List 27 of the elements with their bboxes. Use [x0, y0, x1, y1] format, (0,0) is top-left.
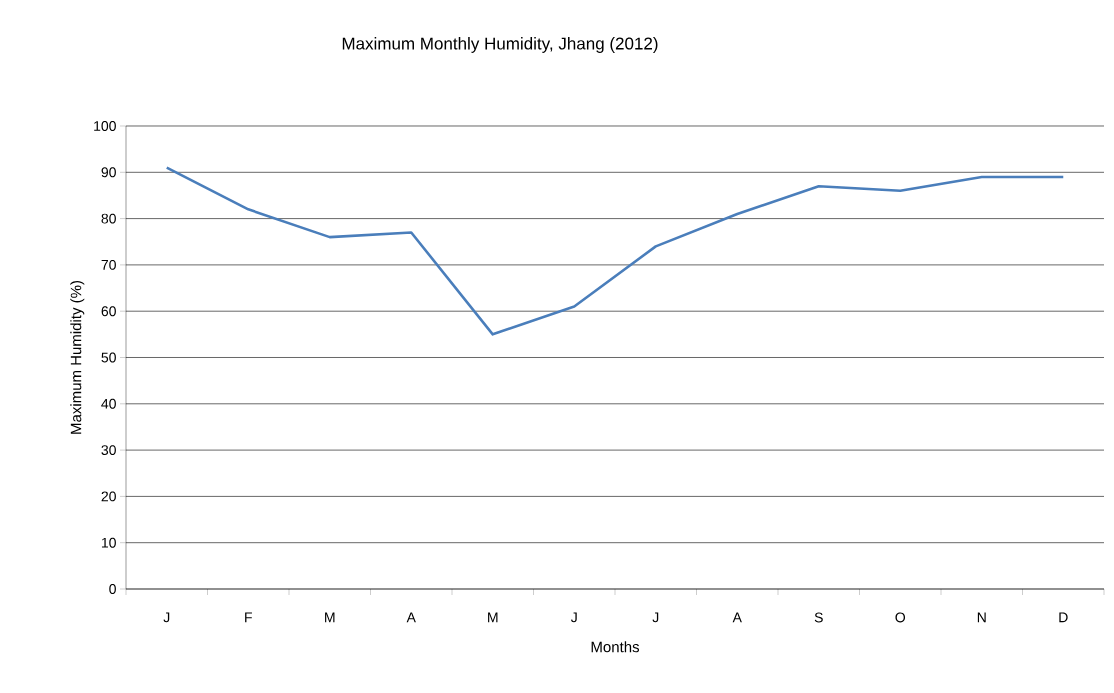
chart-title: Maximum Monthly Humidity, Jhang (2012)	[342, 37, 658, 53]
x-tick-label: M	[488, 612, 498, 623]
y-tick-label: 40	[101, 398, 116, 409]
y-tick-label: 30	[101, 445, 116, 456]
x-tick-label: A	[406, 612, 416, 623]
x-tick-label: S	[814, 612, 823, 623]
x-tick-label: D	[1059, 612, 1068, 623]
x-tick-label: A	[732, 612, 742, 623]
x-tick-label: J	[652, 612, 659, 623]
x-axis-title: Months	[591, 641, 640, 653]
x-tick-label: J	[570, 612, 577, 623]
y-tick-label: 50	[101, 352, 116, 363]
y-tick-label: 60	[101, 306, 116, 317]
x-tick-label: O	[895, 612, 906, 623]
y-axis-title: Maximum Humidity (%)	[70, 280, 85, 434]
y-tick-label: 90	[101, 167, 116, 178]
y-tick-label: 20	[101, 491, 116, 502]
x-tick-label: J	[163, 612, 170, 623]
y-tick-label: 80	[101, 213, 116, 224]
x-tick-label: M	[325, 612, 335, 623]
y-tick-label: 70	[101, 259, 116, 270]
line-series	[165, 166, 1065, 336]
y-tick-label: 10	[101, 537, 116, 548]
x-tick-label: F	[245, 612, 252, 623]
y-tick-label: 0	[109, 584, 116, 594]
y-tick-label: 100	[94, 121, 116, 131]
x-tick-label: N	[977, 612, 986, 623]
